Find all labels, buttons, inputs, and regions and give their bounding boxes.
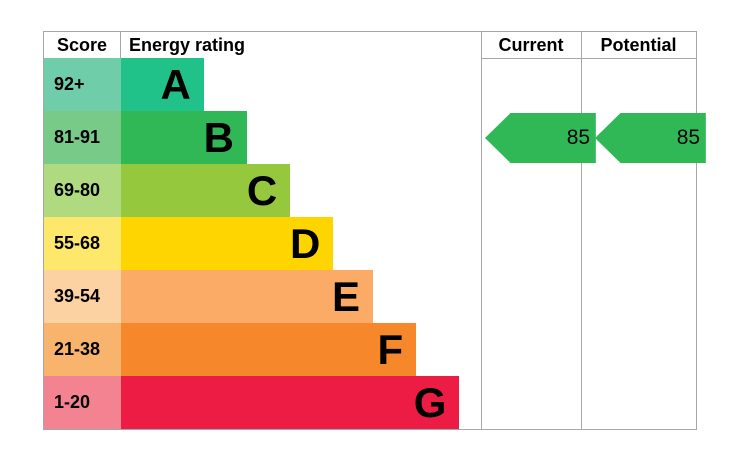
band-bar: D — [121, 217, 334, 270]
rating-table: Score Energy rating Current Potential 92… — [43, 31, 706, 430]
band-bar-cell: D — [121, 217, 481, 270]
band-row: 55-68 D — [44, 217, 481, 270]
band-score-cell: 21-38 — [44, 323, 121, 376]
current-arrow: 85 | B — [485, 113, 596, 163]
current-potential-divider — [581, 32, 582, 429]
band-letter: C — [246, 166, 278, 214]
band-bar-cell: A — [121, 58, 481, 111]
current-score-value: 85 — [566, 126, 591, 149]
score-column-header: Score — [44, 32, 121, 58]
band-row: 92+ A — [44, 58, 481, 111]
band-bar: G — [121, 376, 460, 429]
band-bar: B — [121, 111, 247, 164]
band-bar: E — [121, 270, 373, 323]
band-bar-cell: C — [121, 164, 481, 217]
potential-band-letter: B — [721, 127, 735, 148]
current-column-header: Current — [498, 34, 564, 55]
band-letter: D — [290, 219, 321, 267]
band-bar-cell: E — [121, 270, 481, 323]
band-score-cell: 55-68 — [44, 217, 121, 270]
band-score-cell: 39-54 — [44, 270, 121, 323]
band-row: 1-20 G — [44, 376, 481, 429]
band-letter: A — [160, 60, 191, 108]
band-letter: E — [331, 272, 360, 320]
potential-separator: | — [708, 126, 714, 149]
band-row: 21-38 F — [44, 323, 481, 376]
table-header-row: Score Energy rating Current Potential — [44, 32, 696, 58]
header-bottom-border — [481, 58, 696, 59]
band-bar-cell: F — [121, 323, 481, 376]
band-bar: A — [121, 58, 204, 111]
band-row: 81-91 B — [44, 111, 481, 164]
band-row: 39-54 E — [44, 270, 481, 323]
band-bar-cell: G — [121, 376, 481, 429]
band-letter: G — [413, 378, 447, 426]
band-bar: F — [121, 323, 417, 376]
band-bar: C — [121, 164, 291, 217]
band-row: 69-80 C — [44, 164, 481, 217]
band-letter: F — [377, 325, 404, 373]
band-bar-cell: B — [121, 111, 481, 164]
energy-rating-column-header: Energy rating — [129, 34, 246, 55]
band-score-cell: 69-80 — [44, 164, 121, 217]
band-score-cell: 81-91 — [44, 111, 121, 164]
potential-column-header: Potential — [600, 34, 677, 55]
band-score-cell: 92+ — [44, 58, 121, 111]
band-score-cell: 1-20 — [44, 376, 121, 429]
band-letter: B — [203, 113, 234, 161]
band-rows: 92+ A 81-91 B 69-80 C 55-68 D — [44, 58, 481, 429]
potential-score-value: 85 — [676, 126, 701, 149]
energy-current-divider — [481, 32, 482, 429]
potential-arrow: 85 | B — [595, 113, 706, 163]
